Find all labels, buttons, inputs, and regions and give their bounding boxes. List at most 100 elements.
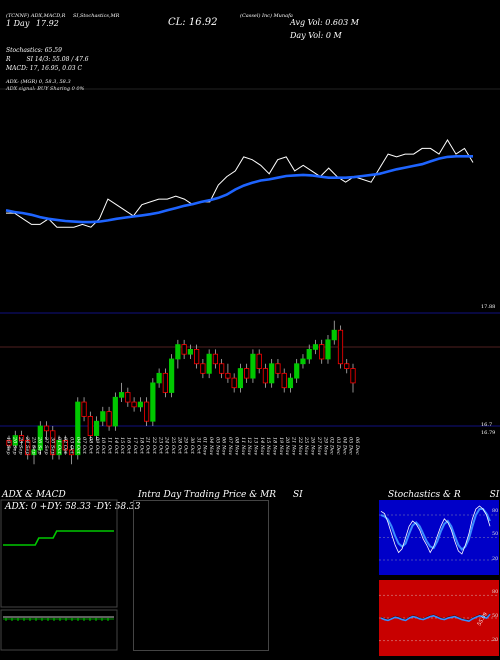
x-tick-label: 06 Nov xyxy=(221,437,227,455)
candle-body xyxy=(6,439,12,446)
candle-body xyxy=(256,353,262,369)
candle-body xyxy=(237,368,244,389)
candle-body xyxy=(187,348,193,355)
x-tick-label: 04 Oct xyxy=(75,437,81,455)
x-tick-label: 13 Nov xyxy=(252,437,258,455)
stoch-k-line xyxy=(380,505,491,555)
header-company: (Cassel) Inc) Munafa xyxy=(240,13,293,19)
candle-body xyxy=(62,439,68,451)
moving-average-line xyxy=(5,155,473,224)
x-tick-label: 04 Dec xyxy=(341,437,347,455)
x-tick-label: 30 Oct xyxy=(189,437,195,455)
x-tick-label: 10 Oct xyxy=(100,437,106,455)
candle-body xyxy=(93,420,100,436)
x-tick-label: 11 Nov xyxy=(240,437,246,455)
day-vol-label: Day Vol: 0 M xyxy=(290,31,342,40)
right-label-lower-b: 16.79 xyxy=(481,430,496,436)
macd-reading: MACD: 17, 16.95, 0.03 C xyxy=(6,65,83,72)
candle-body xyxy=(100,411,106,422)
header-ticker: (TCNNF) xyxy=(6,13,30,19)
adx-panel-frame xyxy=(0,499,118,608)
x-tick-label: 27 Nov xyxy=(316,436,322,455)
x-tick-label: 07 Oct xyxy=(81,437,87,455)
x-tick-label: 24 Oct xyxy=(164,436,170,455)
candle-body xyxy=(319,344,325,360)
x-tick-label: 09 Oct xyxy=(94,437,100,455)
x-tick-label: 31 Oct xyxy=(195,437,201,455)
candle-body xyxy=(156,372,162,384)
x-tick-label: 07 Nov xyxy=(227,437,233,455)
x-tick-label: 26 Nov xyxy=(310,436,316,455)
candle-body xyxy=(137,401,143,408)
candle-body xyxy=(219,363,225,374)
adx-line xyxy=(3,530,114,546)
macd-panel-frame xyxy=(0,609,118,651)
x-tick-label: 27 Sep xyxy=(43,436,49,455)
rsi-shadow-line xyxy=(380,613,491,621)
x-tick-label: 24 Sep xyxy=(24,436,30,455)
candle-body xyxy=(68,449,75,456)
x-tick-label: 03 Dec xyxy=(335,437,341,455)
x-tick-label: 23 Sep xyxy=(18,436,24,455)
avg-vol-label: Avg Vol: 0.603 M xyxy=(290,18,359,27)
candle-body xyxy=(337,329,344,365)
x-tick-label: 17 Oct xyxy=(132,437,138,455)
rsi-tick: 50 xyxy=(492,613,498,619)
x-tick-label: 15 Nov xyxy=(265,437,271,455)
main-price-chart: 19 Sep 20 Sep 23 Sep 24 Sep 25 Sep 26 Sep 27 S… xyxy=(0,88,500,465)
candle-body xyxy=(350,368,356,384)
x-tick-label: 28 Oct xyxy=(176,436,182,455)
candle-body xyxy=(344,363,350,369)
candle-body xyxy=(18,435,25,441)
adx-panel-title: ADX & MACD xyxy=(2,490,66,500)
x-tick-label: 02 Oct xyxy=(62,437,68,455)
x-tick-label: 16 Oct xyxy=(126,437,132,455)
adx-panel-reading: ADX: 0 +DY: 58.33 -DY: 58.33 xyxy=(5,502,141,512)
x-tick-label: 05 Dec xyxy=(348,437,354,455)
x-tick-label: 20 Nov xyxy=(284,436,290,455)
candle-body xyxy=(25,439,31,456)
candle-body xyxy=(206,353,212,374)
candle-body xyxy=(212,353,218,365)
x-tick-label: 21 Nov xyxy=(291,436,297,455)
x-tick-label: 14 Nov xyxy=(259,437,265,455)
right-label-upper: 17.88 xyxy=(481,304,496,310)
x-tick-label: 26 Sep xyxy=(37,436,43,455)
candle-body xyxy=(43,425,50,432)
stoch-tick: 50 xyxy=(492,531,498,537)
close-label: CL: 16.92 xyxy=(168,17,218,28)
price-line xyxy=(6,139,474,228)
rsi-tick: 20 xyxy=(492,637,498,643)
candle-body xyxy=(75,401,81,456)
header-fragment-adx: ADX,MACD,R xyxy=(30,13,66,19)
candle-body xyxy=(200,363,206,374)
x-tick-label: 29 Nov xyxy=(322,436,328,455)
adx-reading: ADX: (MGR) 0, 58.3, 58.3 xyxy=(6,79,71,85)
candle-body xyxy=(294,363,300,379)
candle-body xyxy=(31,449,37,456)
x-tick-label: 18 Nov xyxy=(272,437,278,455)
candle-body xyxy=(250,353,256,379)
x-tick-label: 15 Oct xyxy=(119,437,125,455)
x-tick-label: 29 Oct xyxy=(183,436,189,455)
candle-body xyxy=(150,382,156,422)
candle-body xyxy=(287,377,294,389)
x-tick-label: 08 Oct xyxy=(87,437,93,455)
candle-body xyxy=(331,329,337,341)
candle-body xyxy=(56,439,62,456)
stoch-d-line xyxy=(380,508,491,551)
x-tick-label: 05 Nov xyxy=(214,437,220,455)
candle-body xyxy=(231,377,237,389)
candle-body xyxy=(225,372,231,379)
x-tick-label: 30 Sep xyxy=(49,437,55,455)
candle-body xyxy=(125,392,131,403)
x-tick-label: 01 Oct xyxy=(56,437,62,455)
header-fragment-si: SI,Stochastics,MR xyxy=(72,13,120,19)
x-tick-label: 02 Dec xyxy=(329,437,335,455)
candle-body xyxy=(169,358,175,393)
rsi-reading: R SI 14/3: 55.08 / 47.6 xyxy=(6,56,89,63)
intraday-panel-frame xyxy=(133,500,269,651)
candle-body xyxy=(275,363,281,374)
x-tick-label: 04 Nov xyxy=(208,437,214,455)
x-tick-label: 22 Nov xyxy=(297,436,303,455)
